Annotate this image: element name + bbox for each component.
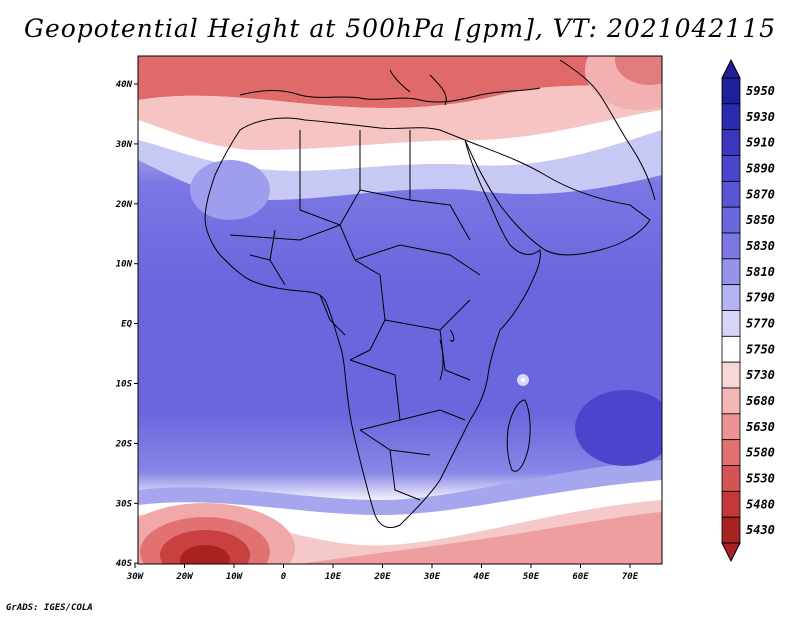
colorbar-swatch bbox=[721, 180, 741, 208]
colorbar-level-label: 5580 bbox=[746, 446, 775, 460]
lat-tick-label: 20N bbox=[115, 200, 133, 210]
colorbar-level-label: 5930 bbox=[746, 110, 775, 124]
colorbar-swatch bbox=[721, 77, 741, 105]
colorbar-level-label: 5630 bbox=[746, 420, 775, 434]
colorbar-swatch bbox=[721, 465, 741, 492]
map-frame bbox=[137, 55, 663, 565]
lat-tick-label: 30S bbox=[115, 499, 133, 509]
lon-tick-label: 10E bbox=[325, 572, 342, 582]
lon-tick-label: 40E bbox=[473, 572, 490, 582]
lat-tick-label: 40S bbox=[116, 559, 133, 569]
colorbar-swatch bbox=[721, 103, 741, 131]
colorbar-level-label: 5950 bbox=[746, 84, 775, 98]
lon-tick-label: 50E bbox=[523, 572, 540, 582]
colorbar-level-label: 5770 bbox=[746, 316, 775, 330]
lon-tick-label: 30E bbox=[423, 572, 441, 582]
colorbar-swatch bbox=[721, 413, 741, 441]
colorbar-swatch bbox=[721, 387, 741, 415]
colorbar-swatch bbox=[721, 232, 741, 260]
lat-tick-label: 40N bbox=[116, 80, 133, 90]
colorbar-level-label: 5810 bbox=[746, 265, 775, 279]
grads-credit: GrADS: IGES/COLA bbox=[6, 603, 93, 613]
lon-tick-label: 20W bbox=[175, 572, 194, 582]
colorbar-level-label: 5680 bbox=[746, 394, 775, 408]
colorbar: 5950 5930 5910 5890 5870 5850 5830 5810 5790 5770… bbox=[721, 58, 775, 563]
lat-tick-label: 10S bbox=[116, 380, 133, 390]
lat-tick-label: 10N bbox=[116, 260, 133, 270]
map-title: Geopotential Height at 500hPa [gpm], VT:… bbox=[23, 14, 777, 43]
lon-tick-label: 60E bbox=[572, 572, 589, 582]
latitude-axis: 40N 30N 20N 10N EQ 10S 20S 30S 40S bbox=[115, 80, 138, 569]
colorbar-level-label: 5790 bbox=[746, 291, 775, 305]
longitude-axis: 30W 20W 10W 0 10E 20E 30E 40E 50E 60E 70E bbox=[126, 564, 639, 582]
coastlines bbox=[204, 59, 656, 528]
colorbar-swatch bbox=[721, 206, 741, 234]
colorbar-level-label: 5750 bbox=[746, 342, 775, 356]
colorbar-swatch bbox=[721, 155, 741, 182]
height-field bbox=[138, 56, 662, 564]
colorbar-swatch bbox=[721, 490, 741, 518]
colorbar-level-label: 5870 bbox=[746, 187, 775, 201]
lon-tick-label: 70E bbox=[622, 572, 639, 582]
colorbar-level-label: 5830 bbox=[746, 239, 775, 253]
lat-tick-label: EQ bbox=[121, 320, 132, 330]
lon-tick-label: 30W bbox=[126, 572, 145, 582]
lon-tick-label: 10W bbox=[226, 572, 244, 582]
lon-tick-label: 0 bbox=[281, 572, 287, 582]
lat-tick-label: 20S bbox=[115, 439, 133, 449]
colorbar-max-arrow bbox=[721, 58, 741, 79]
colorbar-swatch bbox=[721, 129, 741, 156]
colorbar-level-label: 5480 bbox=[746, 497, 775, 511]
colorbar-swatch bbox=[721, 516, 741, 544]
colorbar-swatch bbox=[721, 361, 741, 389]
colorbar-level-label: 5730 bbox=[746, 368, 775, 382]
lat-tick-label: 30N bbox=[115, 140, 133, 150]
lon-tick-label: 20E bbox=[373, 572, 391, 582]
colorbar-level-label: 5430 bbox=[746, 523, 775, 537]
colorbar-swatch bbox=[721, 439, 741, 466]
colorbar-level-label: 5890 bbox=[746, 161, 775, 175]
colorbar-level-label: 5530 bbox=[746, 471, 775, 485]
colorbar-swatch bbox=[721, 284, 741, 311]
colorbar-swatch bbox=[721, 335, 741, 363]
colorbar-level-label: 5850 bbox=[746, 213, 775, 227]
colorbar-swatch bbox=[721, 258, 741, 286]
colorbar-min-arrow bbox=[721, 542, 741, 563]
colorbar-swatch bbox=[721, 310, 741, 337]
colorbar-level-label: 5910 bbox=[746, 136, 775, 150]
